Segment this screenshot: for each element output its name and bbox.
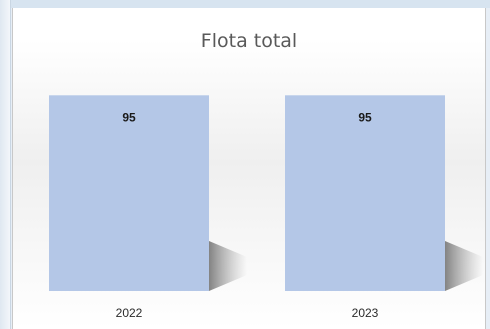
x-tick-label-2023: 2023 (352, 306, 379, 320)
window-left-strip (0, 0, 11, 329)
bar-shadow-2022 (209, 241, 247, 291)
chart-title: Flota total (201, 30, 297, 52)
window-top-strip (0, 0, 490, 8)
data-label-2022: 95 (122, 110, 136, 124)
bar-2023 (285, 95, 445, 291)
bars (49, 95, 445, 291)
bar-shadow-2023 (445, 241, 483, 291)
data-label-2023: 95 (358, 110, 372, 124)
bar-2022 (49, 95, 209, 291)
chart-svg: Flota total 95 95 2022 2023 (49, 30, 483, 320)
x-tick-label-2022: 2022 (116, 306, 143, 320)
bar-shadows (209, 241, 483, 291)
chart-area: Flota total 95 95 2022 2023 (12, 8, 486, 329)
x-tick-labels: 2022 2023 (116, 306, 379, 320)
data-labels: 95 95 (122, 110, 372, 124)
